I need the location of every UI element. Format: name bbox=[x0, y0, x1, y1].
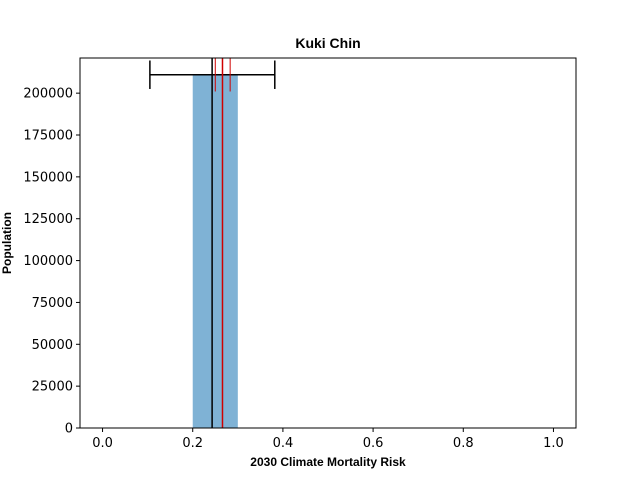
x-tick-label: 0.2 bbox=[182, 436, 203, 451]
x-tick-label: 0.4 bbox=[273, 436, 294, 451]
x-tick-label: 1.0 bbox=[543, 436, 564, 451]
x-axis: 0.0 0.2 0.4 0.6 0.8 1.0 bbox=[92, 428, 564, 451]
y-axis: 0 25000 50000 75000 100000 125000 150000 175000… bbox=[23, 87, 80, 437]
y-tick-label: 150000 bbox=[23, 170, 73, 185]
histogram-bar bbox=[192, 74, 238, 429]
y-tick-label: 25000 bbox=[32, 380, 73, 395]
y-tick-label: 100000 bbox=[23, 254, 73, 269]
y-tick-label: 0 bbox=[65, 422, 73, 437]
plot-area bbox=[149, 58, 276, 429]
y-tick-label: 50000 bbox=[32, 338, 73, 353]
chart-title: Kuki Chin bbox=[295, 35, 360, 51]
y-tick-label: 175000 bbox=[23, 129, 73, 144]
y-tick-label: 75000 bbox=[32, 296, 73, 311]
x-tick-label: 0.0 bbox=[92, 436, 113, 451]
x-tick-label: 0.8 bbox=[453, 436, 474, 451]
x-axis-label: 2030 Climate Mortality Risk bbox=[250, 455, 406, 469]
plot-frame bbox=[79, 57, 577, 429]
y-tick-label: 125000 bbox=[23, 212, 73, 227]
x-tick-label: 0.6 bbox=[363, 436, 384, 451]
y-tick-label: 200000 bbox=[23, 87, 73, 102]
y-axis-label: Population bbox=[0, 212, 14, 274]
